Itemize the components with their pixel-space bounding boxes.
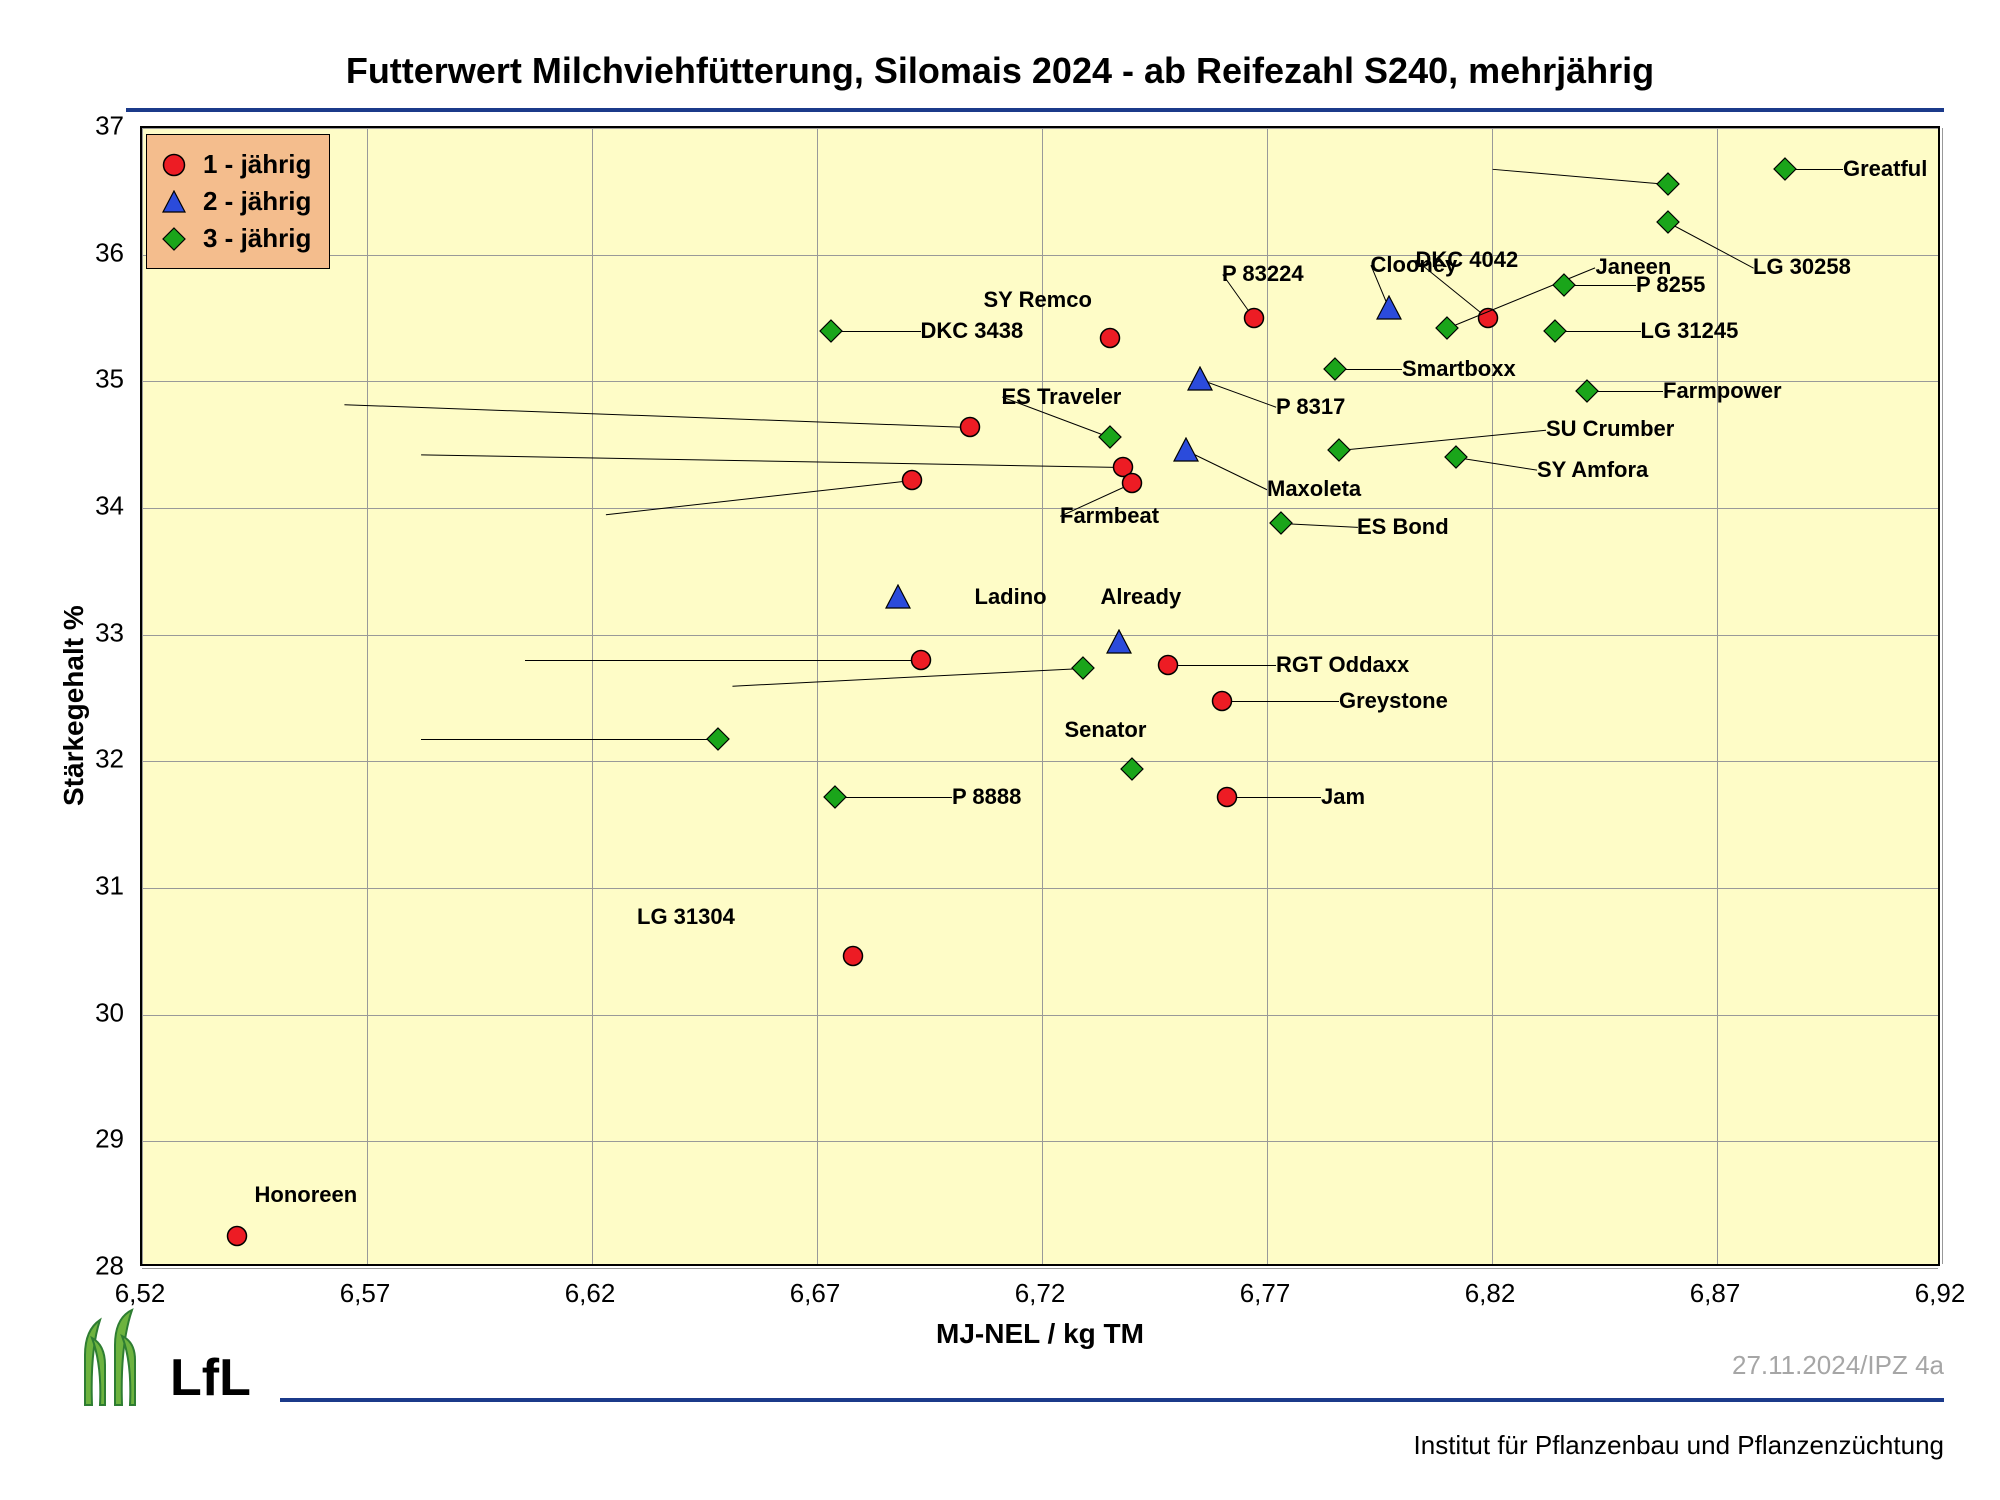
x-tick-label: 6,57 [340,1278,391,1309]
circle-marker [226,1225,248,1247]
diamond-marker [706,727,730,751]
point-label: Maxoleta [1267,476,1361,502]
circle-marker [959,416,981,438]
point-label: Smartboxx [1402,356,1516,382]
lfl-logo [60,1300,160,1415]
x-axis-label: MJ-NEL / kg TM [140,1318,1940,1350]
legend-label: 3 - jährig [203,223,311,254]
triangle-marker [885,584,911,610]
y-tick-label: 37 [95,111,124,142]
point-label: P 83224 [1222,261,1304,287]
y-tick-label: 34 [95,491,124,522]
diamond-marker [1656,210,1680,234]
triangle-marker [1187,366,1213,392]
point-label: DKC 4042 [1416,247,1519,273]
y-tick-label: 31 [95,871,124,902]
point-label: Farmpower [1663,378,1782,404]
x-tick-label: 6,92 [1915,1278,1966,1309]
x-tick-label: 6,67 [790,1278,841,1309]
triangle-marker [1173,437,1199,463]
diamond-marker [1656,172,1680,196]
point-label: ES Bond [1357,514,1449,540]
point-label: Already [1101,584,1182,610]
y-tick-label: 29 [95,1124,124,1155]
diamond-marker [1543,319,1567,343]
chart-title: Futterwert Milchviehfütterung, Silomais … [0,50,2000,92]
point-label: Jam [1321,784,1365,810]
bottom-rule [280,1398,1944,1402]
point-label: SU Crumber [1546,416,1674,442]
diamond-marker [1327,438,1351,462]
point-label: P 8255 [1636,272,1705,298]
y-tick-label: 28 [95,1251,124,1282]
x-tick-label: 6,77 [1240,1278,1291,1309]
point-label: P 8317 [1276,394,1345,420]
circle-marker [1211,690,1233,712]
point-label: LG 30258 [1753,254,1851,280]
point-label: Greatful [1843,156,1927,182]
legend-label: 2 - jährig [203,186,311,217]
diamond-marker [1098,425,1122,449]
circle-icon [159,150,189,180]
diamond-marker [1435,316,1459,340]
triangle-marker [1106,629,1132,655]
point-label: RGT Oddaxx [1276,652,1409,678]
diamond-icon [159,224,189,254]
triangle-marker [1376,295,1402,321]
circle-marker [1099,327,1121,349]
point-label: SY Amfora [1537,457,1648,483]
diamond-marker [1773,157,1797,181]
y-axis-label: Stärkegehalt % [58,605,90,806]
point-label: DKC 3438 [921,318,1024,344]
y-tick-label: 32 [95,744,124,775]
x-tick-label: 6,72 [1015,1278,1066,1309]
circle-marker [1216,786,1238,808]
diamond-marker [1552,273,1576,297]
point-label: Farmbeat [1060,503,1159,529]
point-label: Ladino [975,584,1047,610]
x-tick-label: 6,62 [565,1278,616,1309]
legend-label: 1 - jährig [203,149,311,180]
circle-marker [1157,654,1179,676]
point-label: LG 31245 [1641,318,1739,344]
y-tick-label: 36 [95,237,124,268]
point-label: Honoreen [255,1182,358,1208]
diamond-marker [1269,511,1293,535]
point-label: ES Traveler [1002,384,1122,410]
legend: 1 - jährig 2 - jährig 3 - jährig [146,134,330,269]
circle-marker [901,469,923,491]
y-tick-label: 33 [95,617,124,648]
diamond-marker [1575,379,1599,403]
diamond-marker [1444,445,1468,469]
circle-marker [1243,307,1265,329]
circle-marker [1121,472,1143,494]
point-label: SY Remco [984,287,1092,313]
scatter-plot: HonoreenLG 31304P 8888AgrogantKWS BerroN… [140,126,1940,1266]
point-label: P 8888 [952,784,1021,810]
triangle-icon [159,187,189,217]
diamond-marker [1323,357,1347,381]
y-tick-label: 35 [95,364,124,395]
point-label: Greystone [1339,688,1448,714]
circle-marker [842,945,864,967]
x-tick-label: 6,82 [1465,1278,1516,1309]
footer-institute: Institut für Pflanzenbau und Pflanzenzüc… [1414,1430,1944,1461]
point-label: LG 31304 [637,904,735,930]
circle-marker [910,649,932,671]
diamond-marker [1071,656,1095,680]
point-label: Senator [1065,717,1147,743]
x-tick-label: 6,87 [1690,1278,1741,1309]
logo-text: LfL [170,1348,251,1408]
diamond-marker [823,785,847,809]
diamond-marker [1120,757,1144,781]
y-tick-label: 30 [95,997,124,1028]
diamond-marker [819,319,843,343]
source-date: 27.11.2024/IPZ 4a [1732,1350,1944,1381]
